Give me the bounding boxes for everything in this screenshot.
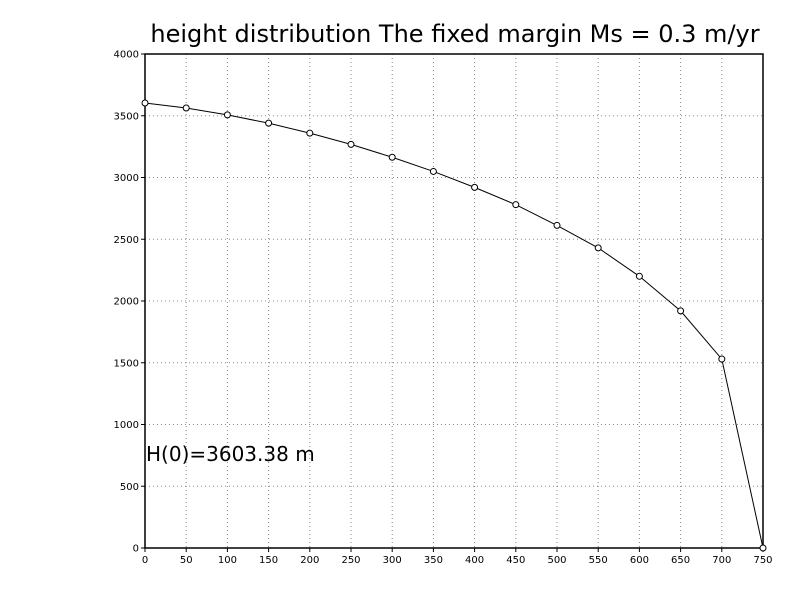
x-tick-label: 300 (383, 555, 402, 566)
data-point (223, 111, 231, 119)
chart-title: height distribution The fixed margin Ms … (150, 20, 759, 48)
data-point (553, 221, 561, 229)
data-point (512, 201, 520, 209)
data-point (677, 307, 685, 315)
y-tick-label: 2000 (114, 297, 139, 308)
data-point (388, 153, 396, 161)
y-tick-label: 3500 (114, 111, 139, 122)
x-tick-label: 600 (630, 555, 649, 566)
x-tick-label: 100 (218, 555, 237, 566)
data-point (429, 167, 437, 175)
series-layer (141, 99, 767, 552)
series-line (144, 102, 764, 549)
x-tick-label: 750 (753, 555, 772, 566)
data-point (471, 183, 479, 191)
data-point (759, 544, 767, 552)
data-point (306, 129, 314, 137)
data-point (718, 355, 726, 363)
y-tick-label: 1500 (114, 358, 139, 369)
chart-annotation: H(0)=3603.38 m (146, 442, 315, 466)
y-tick-label: 3000 (114, 173, 139, 184)
x-tick-label: 550 (589, 555, 608, 566)
y-tick-label: 2500 (114, 235, 139, 246)
data-point (141, 99, 149, 107)
x-tick-label: 50 (180, 555, 193, 566)
x-tick-label: 0 (142, 555, 148, 566)
y-tick-label: 500 (120, 482, 139, 493)
x-tick-label: 700 (712, 555, 731, 566)
x-tick-label: 200 (300, 555, 319, 566)
x-tick-label: 650 (671, 555, 690, 566)
data-point (347, 140, 355, 148)
x-axis: 0 50 100 150 200 250 300 350 400 450 500 550 600 650 7… (142, 548, 773, 566)
y-axis: 0 500 1000 1500 2000 2500 3000 3500 4000 (114, 50, 145, 555)
y-tick-label: 0 (133, 544, 139, 555)
x-tick-label: 400 (465, 555, 484, 566)
x-tick-label: 350 (424, 555, 443, 566)
x-tick-label: 500 (547, 555, 566, 566)
y-tick-label: 4000 (114, 50, 139, 61)
x-tick-label: 250 (341, 555, 360, 566)
data-point (265, 119, 273, 127)
grid (145, 54, 763, 548)
x-tick-label: 450 (506, 555, 525, 566)
y-tick-label: 1000 (114, 420, 139, 431)
x-tick-label: 150 (259, 555, 278, 566)
data-point (635, 272, 643, 280)
data-point (182, 104, 190, 112)
data-point (594, 244, 602, 252)
